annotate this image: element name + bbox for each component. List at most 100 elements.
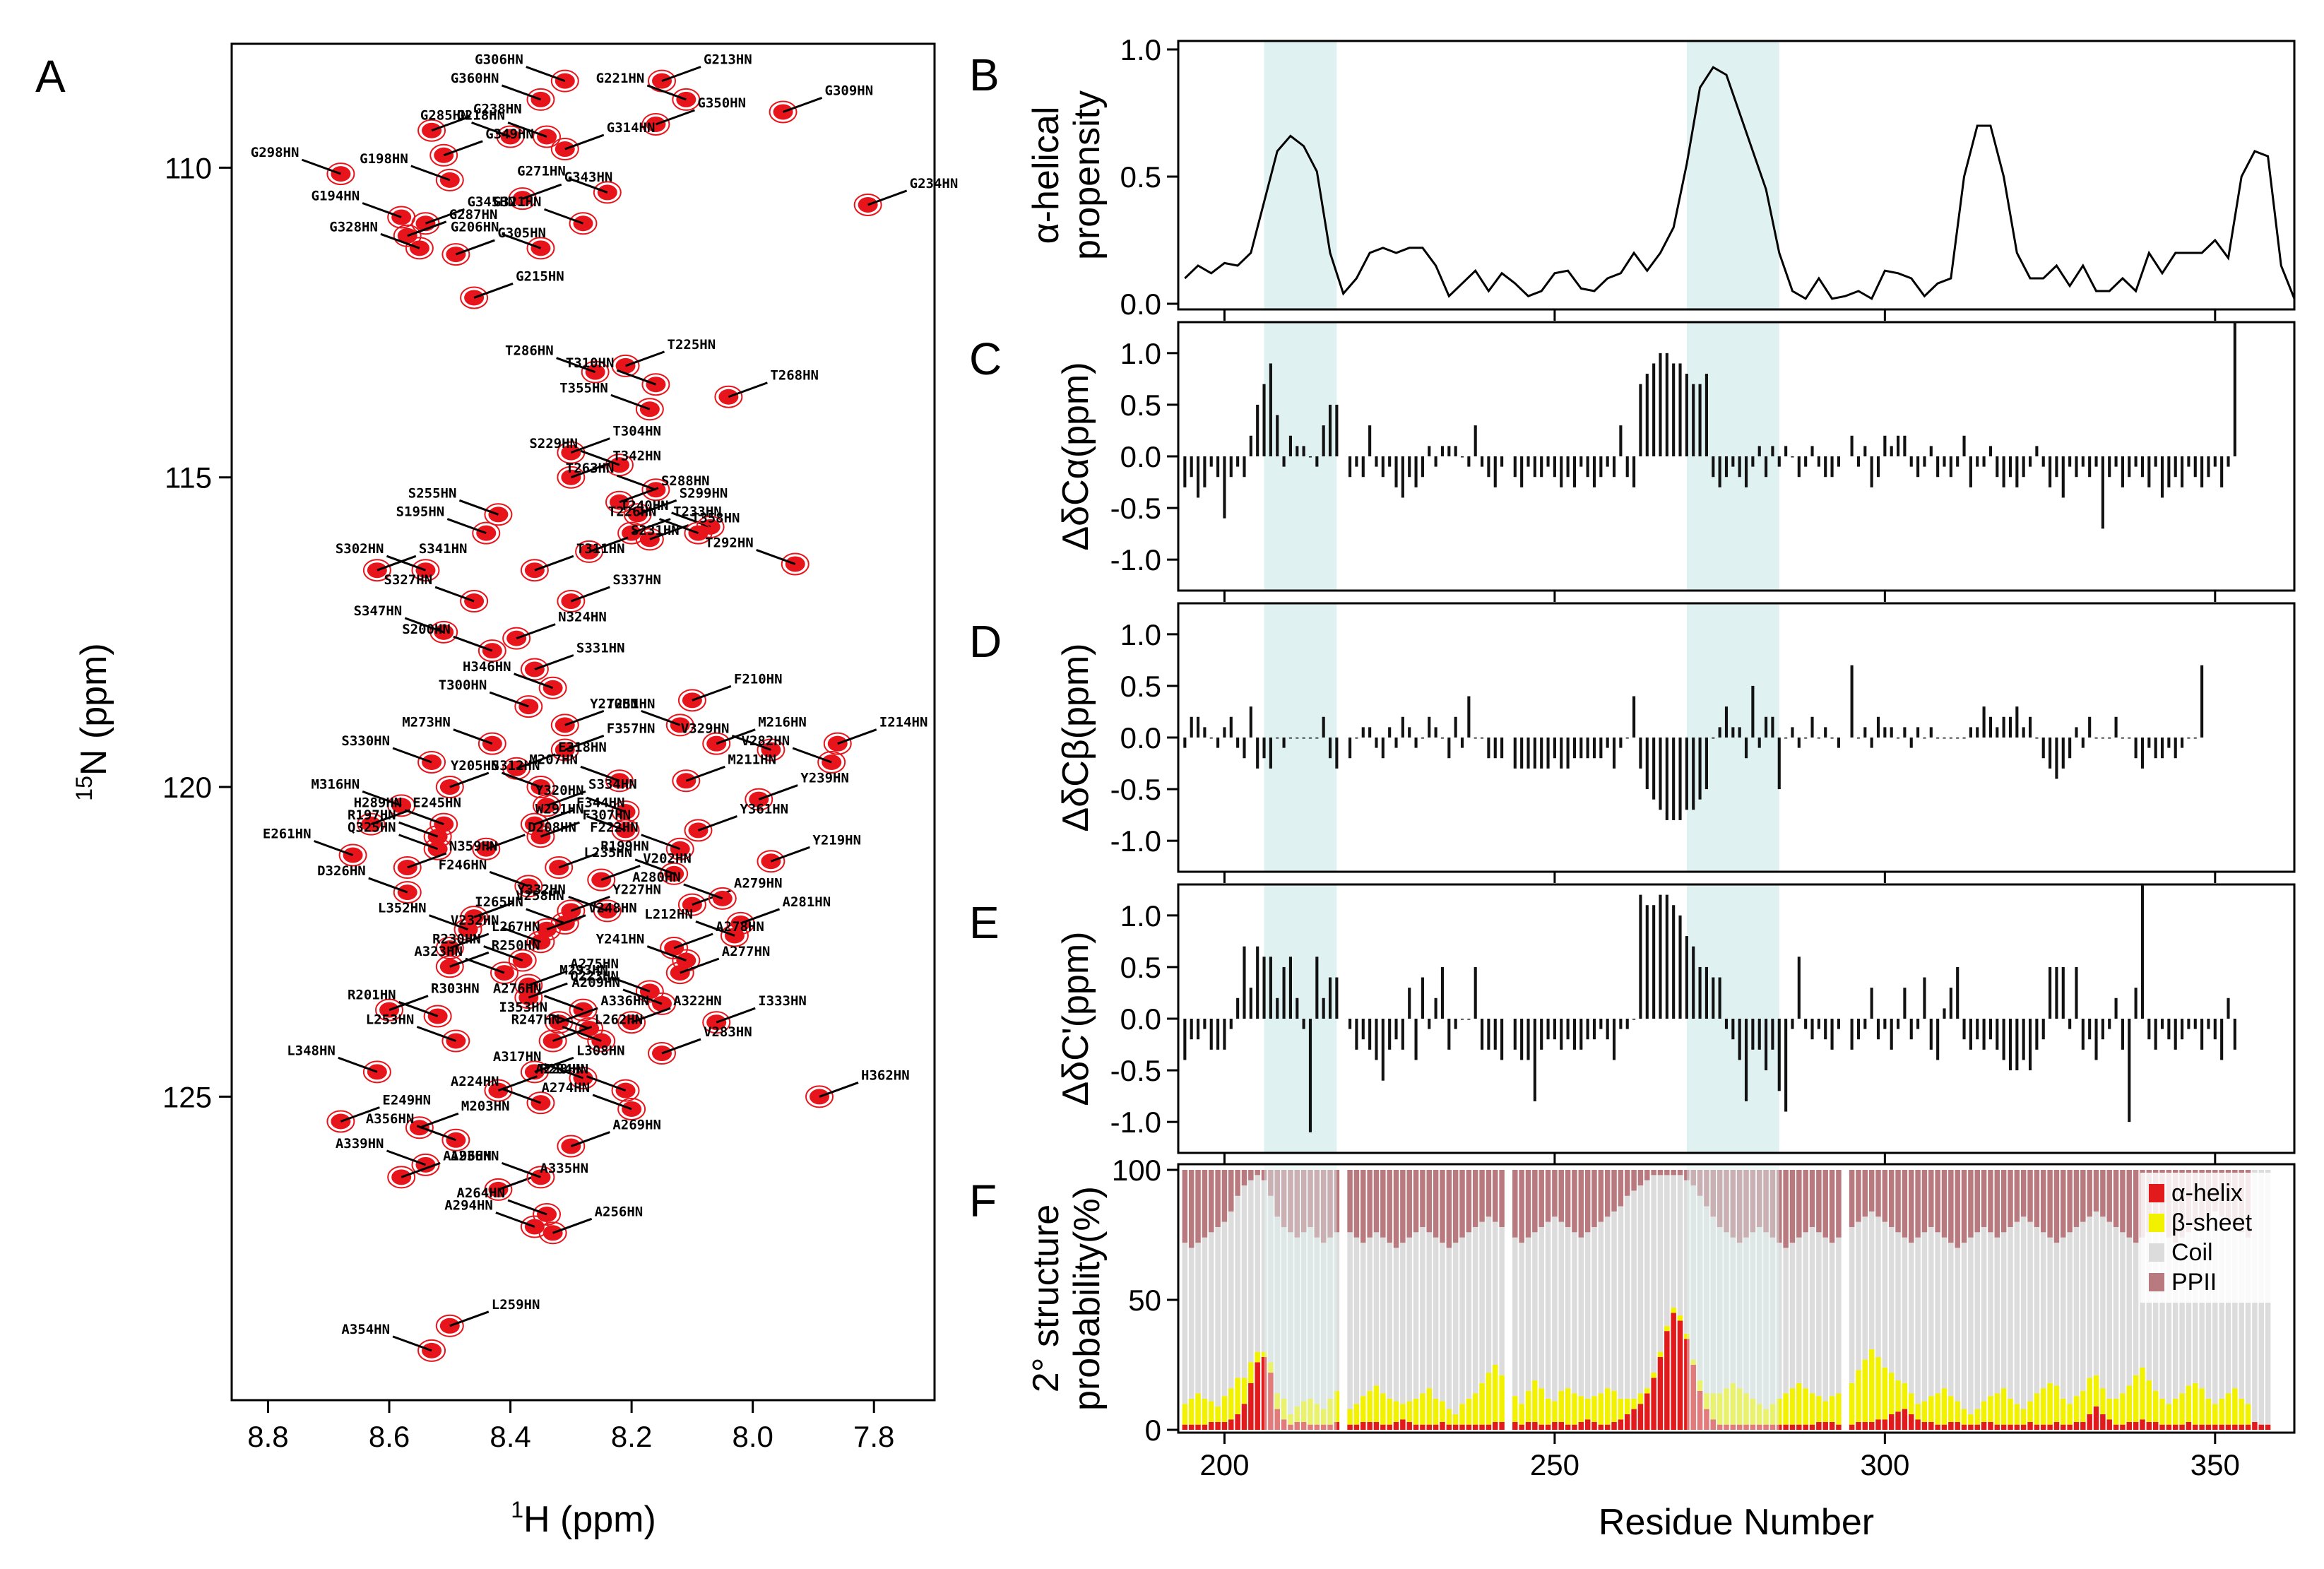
ppii-segment	[1393, 1170, 1399, 1248]
helix-segment	[2053, 1421, 2060, 1430]
helix-segment	[1783, 1424, 1789, 1430]
sheet-segment	[2008, 1398, 2013, 1425]
peak-s337hn	[557, 586, 610, 613]
residue-bar	[1572, 738, 1577, 759]
residue-bar	[1256, 946, 1259, 1019]
helix-segment	[1777, 1424, 1782, 1430]
ppii-segment	[2093, 1170, 2099, 1212]
peak-outer-contour	[605, 769, 634, 793]
peak-outer-contour	[538, 1029, 567, 1053]
peak-y219hn	[757, 846, 810, 873]
peak-label: V248HN	[588, 901, 637, 916]
residue-bar	[1850, 1019, 1854, 1050]
residue-bar	[1606, 1019, 1609, 1040]
residue-bar	[1705, 374, 1708, 456]
peak-outer-contour	[708, 887, 737, 910]
peak-e261hn	[314, 840, 367, 867]
residue-bar	[1731, 1019, 1735, 1040]
coil-segment	[2239, 1232, 2244, 1399]
ppii-segment	[1611, 1170, 1617, 1212]
panel-e-bar-layer	[1183, 884, 2236, 1132]
sheet-segment	[1228, 1388, 1234, 1420]
residue-bar	[1348, 456, 1352, 478]
coil-segment	[2245, 1237, 2251, 1404]
residue-bar	[1474, 966, 1477, 1019]
coil-segment	[1545, 1221, 1551, 1399]
residue-bar	[1625, 738, 1629, 739]
y-tick-label: 0.0	[1120, 288, 1161, 321]
peak-s302hn	[386, 555, 440, 582]
residue-bar	[2022, 727, 2025, 738]
sheet-segment	[1584, 1398, 1591, 1420]
residue-bar	[2174, 456, 2177, 478]
helix-segment	[1684, 1339, 1690, 1430]
helix-segment	[1300, 1421, 1307, 1430]
residue-bar	[1381, 1019, 1385, 1081]
peak-outer-contour	[569, 212, 598, 235]
peak-q325hn	[398, 834, 452, 860]
residue-bar	[1196, 716, 1200, 738]
ppii-segment	[2014, 1170, 2020, 1222]
coil-segment	[1552, 1216, 1558, 1402]
helix-segment	[1433, 1424, 1439, 1430]
sheet-segment	[1512, 1396, 1518, 1422]
helix-segment	[1618, 1419, 1624, 1430]
ppii-segment	[1525, 1170, 1531, 1238]
coil-segment	[1644, 1180, 1650, 1389]
residue-bar	[1401, 456, 1404, 498]
helix-segment	[1677, 1320, 1683, 1430]
sheet-segment	[1440, 1401, 1445, 1422]
residue-bar	[1837, 738, 1840, 748]
helix-segment	[1862, 1421, 1868, 1430]
helix-segment	[1387, 1424, 1392, 1430]
residue-bar	[1632, 1019, 1636, 1020]
peak-outer-contour	[526, 1091, 555, 1115]
residue-bar	[2088, 456, 2092, 478]
x-tick-label: 8.4	[490, 1420, 530, 1453]
y-tick-label: 0.0	[1120, 440, 1161, 473]
sheet-segment	[1486, 1373, 1492, 1425]
ppii-segment	[1545, 1170, 1551, 1222]
ppii-segment	[1420, 1170, 1425, 1227]
peak-g309hn	[769, 97, 823, 124]
residue-bar	[1553, 1019, 1556, 1040]
peak-leader-line	[453, 728, 493, 745]
residue-bar	[1467, 456, 1471, 467]
helical-propensity-line	[1184, 66, 2296, 300]
ppii-segment	[2034, 1170, 2040, 1227]
residue-bar	[2147, 456, 2151, 487]
residue-bar	[1698, 738, 1702, 800]
residue-bar	[1665, 353, 1668, 456]
peak-r303hn	[375, 995, 429, 1022]
helix-segment	[2087, 1414, 2092, 1430]
residue-bar	[2088, 716, 2092, 738]
coil-segment	[1994, 1237, 2000, 1394]
residue-bar	[1288, 435, 1292, 456]
helix-segment	[1545, 1424, 1551, 1430]
ppii-segment	[1750, 1170, 1756, 1233]
sheet-segment	[1988, 1396, 1993, 1422]
peak-leader-line	[368, 877, 408, 894]
residue-bar	[1288, 957, 1292, 1019]
residue-bar	[1962, 738, 1966, 739]
residue-bar	[2055, 966, 2058, 1019]
residue-bar	[1481, 738, 1484, 739]
residue-bar	[1243, 946, 1246, 1019]
residue-bar	[1599, 738, 1603, 759]
sheet-segment	[1743, 1393, 1749, 1425]
peak-leader-line	[740, 908, 781, 925]
ppii-segment	[2080, 1170, 2086, 1222]
residue-bar	[1533, 456, 1536, 478]
sheet-segment	[1909, 1393, 1914, 1414]
peak-s312hn	[435, 771, 490, 799]
peak-a339hn	[386, 1149, 440, 1176]
residue-bar	[1592, 738, 1596, 759]
peak-label: F357HN	[607, 721, 656, 736]
helix-segment	[1314, 1424, 1320, 1430]
peak-r284hn	[484, 1075, 538, 1102]
peak-label: R201HN	[348, 987, 396, 1002]
peak-label: G306HN	[475, 52, 523, 68]
peak-v232hn	[501, 926, 555, 954]
ppii-segment	[1651, 1170, 1656, 1176]
peak-g234hn	[853, 189, 908, 216]
